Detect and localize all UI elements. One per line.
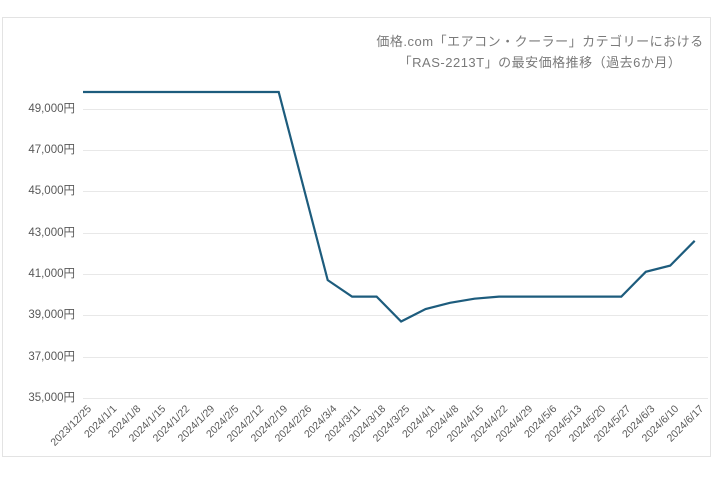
y-axis-label: 41,000円 (28, 267, 75, 280)
chart-title-line1: 価格.com「エアコン・クーラー」カテゴリーにおける (376, 34, 704, 49)
gridline (83, 149, 708, 151)
gridline (83, 273, 708, 275)
gridline (83, 398, 708, 399)
gridline (83, 108, 708, 110)
chart-frame (2, 17, 711, 457)
price-line (83, 90, 696, 323)
y-axis-label: 45,000円 (28, 185, 75, 198)
chart-title: 価格.com「エアコン・クーラー」カテゴリーにおける 「RAS-2213T」の最… (368, 31, 712, 73)
y-axis-label: 37,000円 (28, 350, 75, 363)
gridline (83, 356, 708, 358)
y-axis-label: 49,000円 (28, 102, 75, 115)
chart-title-line2: 「RAS-2213T」の最安価格推移（過去6か月） (398, 55, 682, 70)
y-axis-label: 39,000円 (28, 309, 75, 322)
y-axis-label: 47,000円 (28, 143, 75, 156)
y-axis-label: 35,000円 (28, 392, 75, 404)
gridline (83, 191, 708, 193)
y-axis-label: 43,000円 (28, 226, 75, 239)
gridline (83, 232, 708, 234)
